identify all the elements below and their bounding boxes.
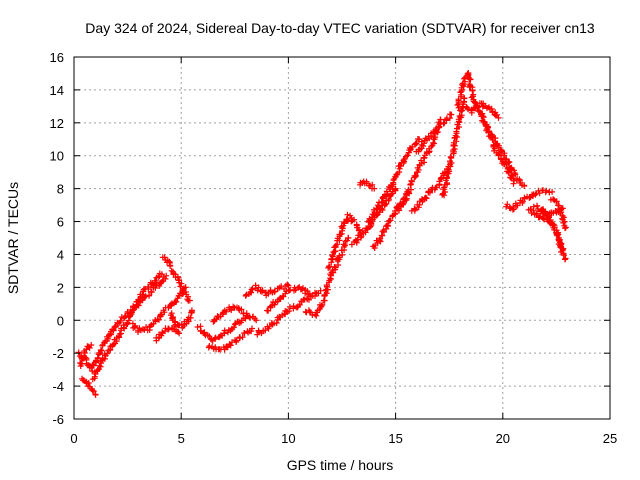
series-t26 xyxy=(463,100,502,121)
series-t11 xyxy=(210,303,260,325)
data-point-marks xyxy=(503,187,556,213)
chart-title: Day 324 of 2024, Sidereal Day-to-day VTE… xyxy=(85,20,595,36)
data-point-marks xyxy=(413,111,455,155)
y-tick-label: 14 xyxy=(50,83,64,98)
y-tick-label: 0 xyxy=(57,313,64,328)
series-t16 xyxy=(325,211,365,271)
series-t13 xyxy=(264,284,313,314)
y-tick-label: -2 xyxy=(52,346,64,361)
data-point-marks xyxy=(357,178,378,192)
y-tick-label: 6 xyxy=(57,215,64,230)
data-point-marks xyxy=(242,281,292,299)
x-tick-label: 5 xyxy=(178,431,185,446)
series-t23 xyxy=(413,111,455,155)
y-tick-label: 16 xyxy=(50,50,64,65)
grid xyxy=(74,57,610,419)
series-t32 xyxy=(530,202,567,253)
data-point-marks xyxy=(325,211,365,271)
series-t4 xyxy=(89,270,165,383)
data-point-marks xyxy=(210,303,260,325)
y-axis-label: SDTVAR / TECUs xyxy=(5,182,21,294)
y-tick-label: 2 xyxy=(57,280,64,295)
data-point-marks xyxy=(159,254,193,304)
y-tick-label: 12 xyxy=(50,116,64,131)
data-point-marks xyxy=(75,272,170,375)
x-axis-label: GPS time / hours xyxy=(287,457,394,473)
series-t12 xyxy=(254,287,324,338)
data-point-marks xyxy=(205,325,255,353)
series-t15 xyxy=(302,234,352,319)
series-t31 xyxy=(547,196,569,232)
series-t25 xyxy=(454,70,528,189)
x-tick-label: 10 xyxy=(281,431,295,446)
y-tick-label: -6 xyxy=(52,412,64,427)
series-t7 xyxy=(167,307,195,331)
data-point-marks xyxy=(439,95,468,199)
data-point-marks xyxy=(454,70,528,189)
data-point-marks xyxy=(89,270,165,383)
axis-ticks: 0 5 10 15 20 25 -6 -4 -2 0 2 4 6 8 10 12 14 16 xyxy=(50,50,618,446)
data-point-marks xyxy=(79,375,99,398)
data-point-marks xyxy=(194,315,249,344)
data-point-marks xyxy=(77,342,95,369)
y-tick-label: 4 xyxy=(57,247,64,262)
data-point-marks xyxy=(547,196,569,232)
data-point-marks xyxy=(365,136,423,225)
series-t2 xyxy=(79,375,99,398)
series-t28 xyxy=(503,187,556,213)
series-t8 xyxy=(153,323,183,344)
data-point-marks xyxy=(530,202,567,253)
series-t10 xyxy=(205,325,255,353)
x-tick-label: 15 xyxy=(388,431,402,446)
series-t6 xyxy=(159,254,193,304)
y-tick-label: -4 xyxy=(52,379,64,394)
data-point-marks xyxy=(254,287,324,338)
series-t3 xyxy=(77,342,95,369)
data-point-marks xyxy=(408,165,451,214)
data-point-marks xyxy=(264,284,313,314)
y-tick-label: 10 xyxy=(50,149,64,164)
data-point-marks xyxy=(153,323,183,344)
data-point-marks xyxy=(302,234,352,319)
data-point-marks xyxy=(167,307,195,331)
plot-frame xyxy=(73,56,611,420)
series-t18 xyxy=(357,178,378,192)
series-t24 xyxy=(439,95,468,199)
data-point-marks xyxy=(463,100,502,121)
data-point-marks xyxy=(478,111,518,187)
x-tick-label: 20 xyxy=(496,431,510,446)
x-tick-label: 25 xyxy=(603,431,617,446)
series-t22 xyxy=(408,165,451,214)
series-t1 xyxy=(75,272,170,375)
series-t9 xyxy=(194,315,249,344)
series-t27 xyxy=(478,111,518,187)
series-t19 xyxy=(365,136,423,225)
series-t14 xyxy=(242,281,292,299)
x-tick-label: 0 xyxy=(70,431,77,446)
data-series xyxy=(75,70,569,398)
y-tick-label: 8 xyxy=(57,182,64,197)
